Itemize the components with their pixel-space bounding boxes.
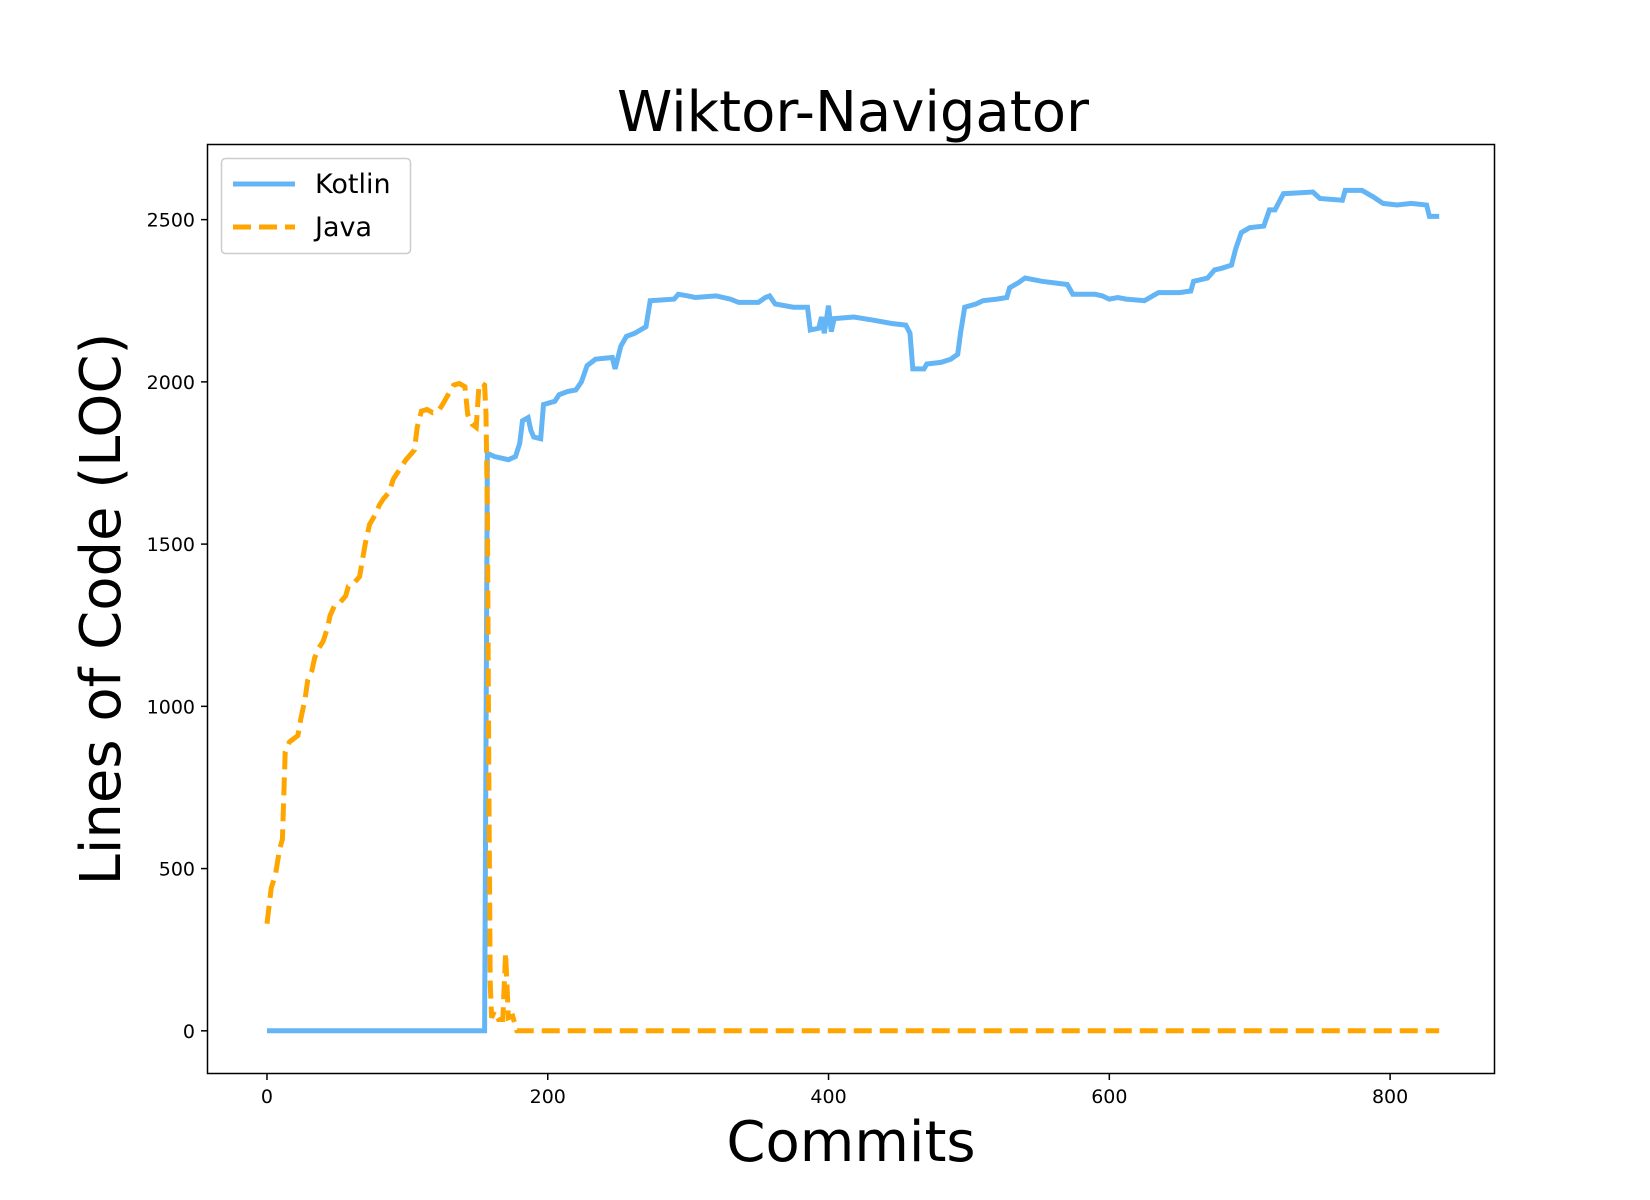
series-line-java bbox=[264, 380, 1440, 1034]
x-tick-label: 400 bbox=[810, 1086, 846, 1108]
y-tick-label: 1500 bbox=[147, 534, 195, 556]
legend-label-kotlin: Kotlin bbox=[315, 169, 391, 200]
series-line-kotlin bbox=[267, 187, 1440, 1034]
y-tick-label: 2500 bbox=[147, 210, 195, 232]
y-tick-label: 2000 bbox=[147, 372, 195, 394]
x-axis-label: Commits bbox=[726, 1110, 975, 1175]
x-axis-ticks: 0 200 400 600 800 bbox=[261, 1073, 1408, 1108]
x-tick-label: 600 bbox=[1091, 1086, 1127, 1108]
y-tick-label: 500 bbox=[159, 859, 195, 881]
x-tick-label: 0 bbox=[261, 1086, 273, 1108]
chart-title: Wiktor-Navigator bbox=[617, 80, 1090, 145]
plot-area bbox=[264, 187, 1440, 1034]
y-axis-ticks: 0 500 1000 1500 2000 2500 bbox=[147, 210, 208, 1043]
x-tick-label: 800 bbox=[1372, 1086, 1408, 1108]
x-tick-label: 200 bbox=[530, 1086, 566, 1108]
legend-label-java: Java bbox=[313, 212, 372, 243]
plot-frame bbox=[206, 143, 1496, 1075]
legend: Kotlin Java bbox=[220, 157, 412, 255]
y-axis-label: Lines of Code (LOC) bbox=[69, 333, 134, 886]
y-tick-label: 1000 bbox=[147, 696, 195, 718]
y-tick-label: 0 bbox=[183, 1021, 195, 1043]
